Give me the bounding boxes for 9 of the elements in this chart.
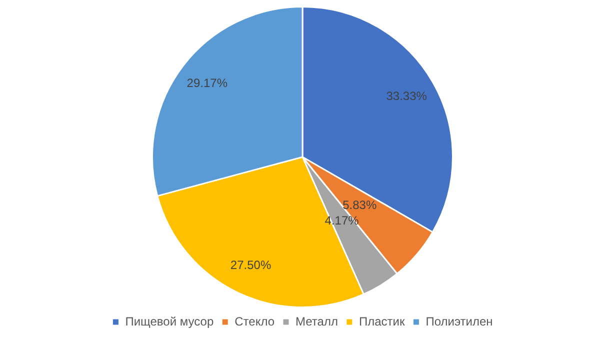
legend-label: Полиэтилен bbox=[426, 314, 493, 328]
data-label: 27.50% bbox=[230, 258, 272, 272]
legend-label: Стекло bbox=[234, 314, 275, 328]
legend-label: Пищевой мусор bbox=[125, 314, 214, 328]
legend-label: Пластик bbox=[358, 314, 406, 328]
data-label: 29.17% bbox=[186, 76, 228, 90]
data-label: 5.83% bbox=[342, 198, 377, 212]
data-label: 33.33% bbox=[386, 89, 428, 104]
legend-label: Металл bbox=[296, 314, 338, 328]
